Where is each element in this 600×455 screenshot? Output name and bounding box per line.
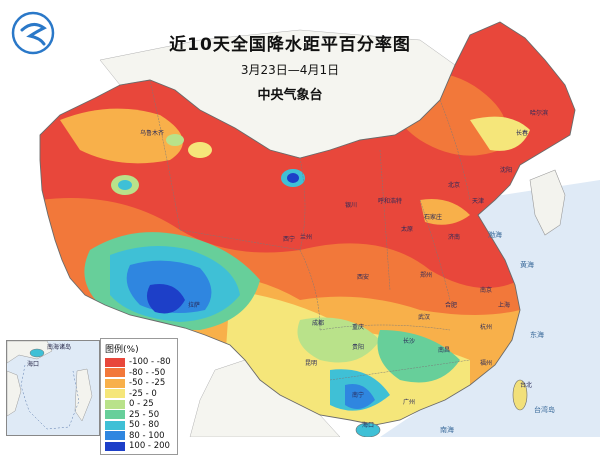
city-label: 台北 [520, 382, 533, 389]
legend-swatch [105, 368, 125, 378]
city-label: 沈阳 [500, 167, 513, 174]
city-label: 石家庄 [424, 214, 443, 221]
legend-swatch [105, 410, 125, 420]
date-range: 3月23日—4月1日 [240, 63, 340, 77]
legend-item: 50 - 80 [105, 420, 173, 431]
city-label: 长春 [516, 130, 529, 137]
legend-item: -50 - -25 [105, 378, 173, 389]
legend-label: 25 - 50 [129, 409, 160, 420]
inset-label-haikou: 海口 [27, 361, 40, 368]
city-label: 长沙 [403, 338, 416, 345]
legend-label: 80 - 100 [129, 430, 165, 441]
city-label: 福州 [480, 360, 493, 367]
city-label: 合肥 [445, 302, 458, 309]
sea-label: 渤海 [488, 231, 502, 239]
city-label: 银川 [345, 202, 358, 209]
sea-label: 台湾岛 [534, 406, 555, 414]
legend-item: 0 - 25 [105, 399, 173, 410]
legend-title: 图例(%) [105, 345, 139, 355]
city-label: 上海 [498, 302, 511, 309]
cma-logo-icon [11, 11, 55, 55]
city-label: 海口 [362, 422, 375, 429]
china-outline [39, 21, 576, 426]
city-label: 天津 [472, 198, 485, 205]
city-label: 哈尔滨 [530, 110, 549, 117]
city-label: 南宁 [352, 392, 365, 399]
neighbor-land-korea [529, 169, 566, 236]
legend-label: 0 - 25 [129, 399, 154, 410]
legend-label: -50 - -25 [129, 378, 166, 389]
city-label: 郑州 [420, 272, 433, 279]
city-label: 兰州 [300, 234, 313, 241]
city-label: 重庆 [352, 324, 365, 331]
legend-item: 80 - 100 [105, 431, 173, 442]
taiwan-island [512, 379, 528, 411]
legend-label: 50 - 80 [129, 420, 160, 431]
east-sea-area [380, 180, 600, 437]
legend-swatch [105, 441, 125, 451]
city-label: 太原 [401, 226, 414, 233]
legend-swatch [105, 399, 125, 409]
city-label: 西宁 [283, 236, 296, 243]
agency-name: 中央气象台 [257, 88, 323, 103]
legend-swatch [105, 357, 125, 367]
city-label: 乌鲁木齐 [140, 130, 165, 137]
sea-label: 黄海 [520, 261, 534, 269]
map-title: 近10天全国降水距平百分率图 [169, 35, 411, 55]
legend-label: -80 - -50 [129, 367, 166, 378]
legend-item: -25 - 0 [105, 389, 173, 400]
inset-map [7, 341, 93, 430]
legend-swatch [105, 389, 125, 399]
legend-label: -100 - -80 [129, 357, 171, 368]
city-label: 北京 [448, 182, 461, 189]
hainan-island [355, 422, 381, 437]
title-block: 近10天全国降水距平百分率图 3月23日—4月1日 中央气象台 [140, 30, 440, 103]
south-china-sea-inset: 南海诸岛 海口 [6, 340, 100, 436]
legend-swatch [105, 431, 125, 441]
legend-label: 100 - 200 [129, 441, 170, 452]
city-label: 广州 [403, 399, 416, 406]
legend-item: 25 - 50 [105, 410, 173, 421]
legend-swatch [105, 420, 125, 430]
legend-swatch [105, 378, 125, 388]
city-label: 呼和浩特 [378, 198, 403, 205]
sea-label: 东海 [530, 331, 544, 339]
city-label: 杭州 [480, 324, 493, 331]
legend-item: 100 - 200 [105, 441, 173, 452]
city-label: 西安 [357, 274, 370, 281]
city-label: 武汉 [418, 314, 431, 321]
city-label: 拉萨 [188, 302, 201, 309]
city-label: 南昌 [438, 347, 451, 354]
city-label: 南京 [480, 287, 493, 294]
city-label: 济南 [448, 234, 461, 241]
sea-label: 南海 [440, 426, 454, 434]
legend-label: -25 - 0 [129, 388, 157, 399]
legend-item: -80 - -50 [105, 368, 173, 379]
province-borders [149, 79, 471, 381]
inset-label-south-sea-islands: 南海诸岛 [47, 344, 72, 351]
city-label: 成都 [312, 320, 325, 327]
legend: 图例(%) -100 - -80 -80 - -50 -50 - -25 -25 - … [100, 338, 178, 455]
legend-item: -100 - -80 [105, 357, 173, 368]
city-label: 昆明 [305, 360, 318, 367]
city-label: 贵阳 [352, 344, 365, 351]
